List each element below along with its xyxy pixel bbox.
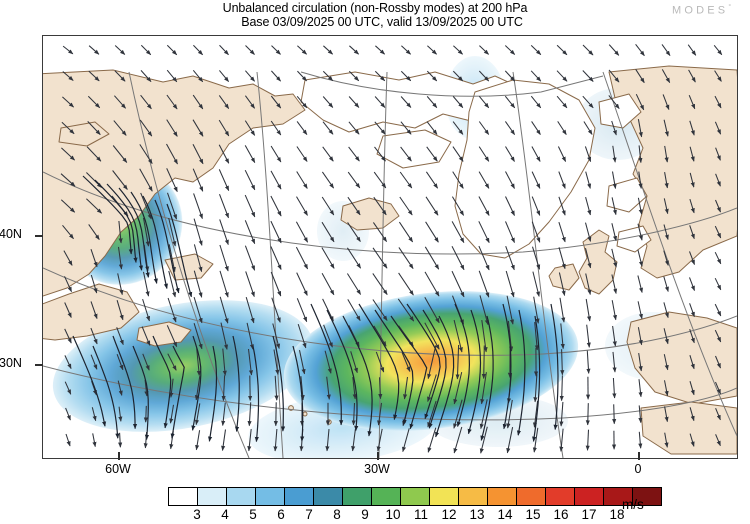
title-line-2: Base 03/09/2025 00 UTC, valid 13/09/2025… bbox=[0, 15, 750, 29]
colorbar-tick-9: 9 bbox=[361, 507, 369, 522]
colorbar-cell-9 bbox=[430, 488, 459, 505]
map-plot-area bbox=[42, 35, 738, 459]
wind-arrow bbox=[146, 406, 147, 422]
colorbar-cell-7 bbox=[372, 488, 401, 505]
wind-arrow bbox=[588, 403, 589, 425]
lon-tick-60W bbox=[118, 452, 120, 460]
colorbar-tick-17: 17 bbox=[581, 507, 596, 522]
map-canvas bbox=[43, 36, 737, 458]
lon-tick-30W bbox=[377, 452, 379, 460]
lat-label-40N: 40N bbox=[0, 227, 22, 241]
colorbar-cell-10 bbox=[459, 488, 488, 505]
lon-label-0: 0 bbox=[598, 462, 678, 476]
colorbar-cell-4 bbox=[285, 488, 314, 505]
colorbar-tick-4: 4 bbox=[221, 507, 229, 522]
lon-label-60W: 60W bbox=[78, 462, 158, 476]
lon-tick-0 bbox=[638, 452, 640, 460]
lat-tick-40N bbox=[35, 235, 43, 237]
land-azores-2 bbox=[303, 412, 307, 416]
land-azores-3 bbox=[327, 420, 331, 424]
colorbar-tick-11: 11 bbox=[414, 507, 428, 522]
watermark-mark: ° bbox=[728, 4, 731, 11]
colorbar-tick-10: 10 bbox=[385, 507, 400, 522]
colorbar-unit-label: m/s bbox=[622, 497, 644, 512]
colorbar-tick-8: 8 bbox=[333, 507, 341, 522]
colorbar-cell-5 bbox=[314, 488, 343, 505]
colorbar-cell-2 bbox=[227, 488, 256, 505]
colorbar-cell-13 bbox=[546, 488, 575, 505]
lat-label-30N: 30N bbox=[0, 356, 22, 370]
colorbar-cell-12 bbox=[517, 488, 546, 505]
colorbar-tick-12: 12 bbox=[441, 507, 456, 522]
colorbar-tick-14: 14 bbox=[497, 507, 512, 522]
chart-title-block: Unbalanced circulation (non-Rossby modes… bbox=[0, 1, 750, 29]
colorbar-cell-8 bbox=[401, 488, 430, 505]
colorbar-tick-6: 6 bbox=[277, 507, 285, 522]
colorbar-tick-16: 16 bbox=[553, 507, 568, 522]
colorbar-cell-0 bbox=[169, 488, 198, 505]
colorbar-tick-5: 5 bbox=[249, 507, 257, 522]
wind-arrow bbox=[614, 404, 615, 423]
colorbar-tick-15: 15 bbox=[525, 507, 540, 522]
watermark-text: MODES bbox=[672, 5, 728, 17]
colorbar-swatches bbox=[168, 487, 662, 506]
colorbar-tick-13: 13 bbox=[469, 507, 484, 522]
title-line-1: Unbalanced circulation (non-Rossby modes… bbox=[0, 1, 750, 15]
colorbar-tick-3: 3 bbox=[193, 507, 201, 522]
lon-label-30W: 30W bbox=[337, 462, 417, 476]
colorbar-cell-3 bbox=[256, 488, 285, 505]
colorbar-cell-11 bbox=[488, 488, 517, 505]
wind-arrow bbox=[484, 346, 485, 379]
lat-tick-30N bbox=[35, 364, 43, 366]
colorbar-cell-1 bbox=[198, 488, 227, 505]
colorbar-cell-14 bbox=[575, 488, 604, 505]
colorbar-cell-6 bbox=[343, 488, 372, 505]
colorbar-tick-7: 7 bbox=[305, 507, 313, 522]
modes-logo-watermark: MODES° bbox=[672, 4, 731, 17]
